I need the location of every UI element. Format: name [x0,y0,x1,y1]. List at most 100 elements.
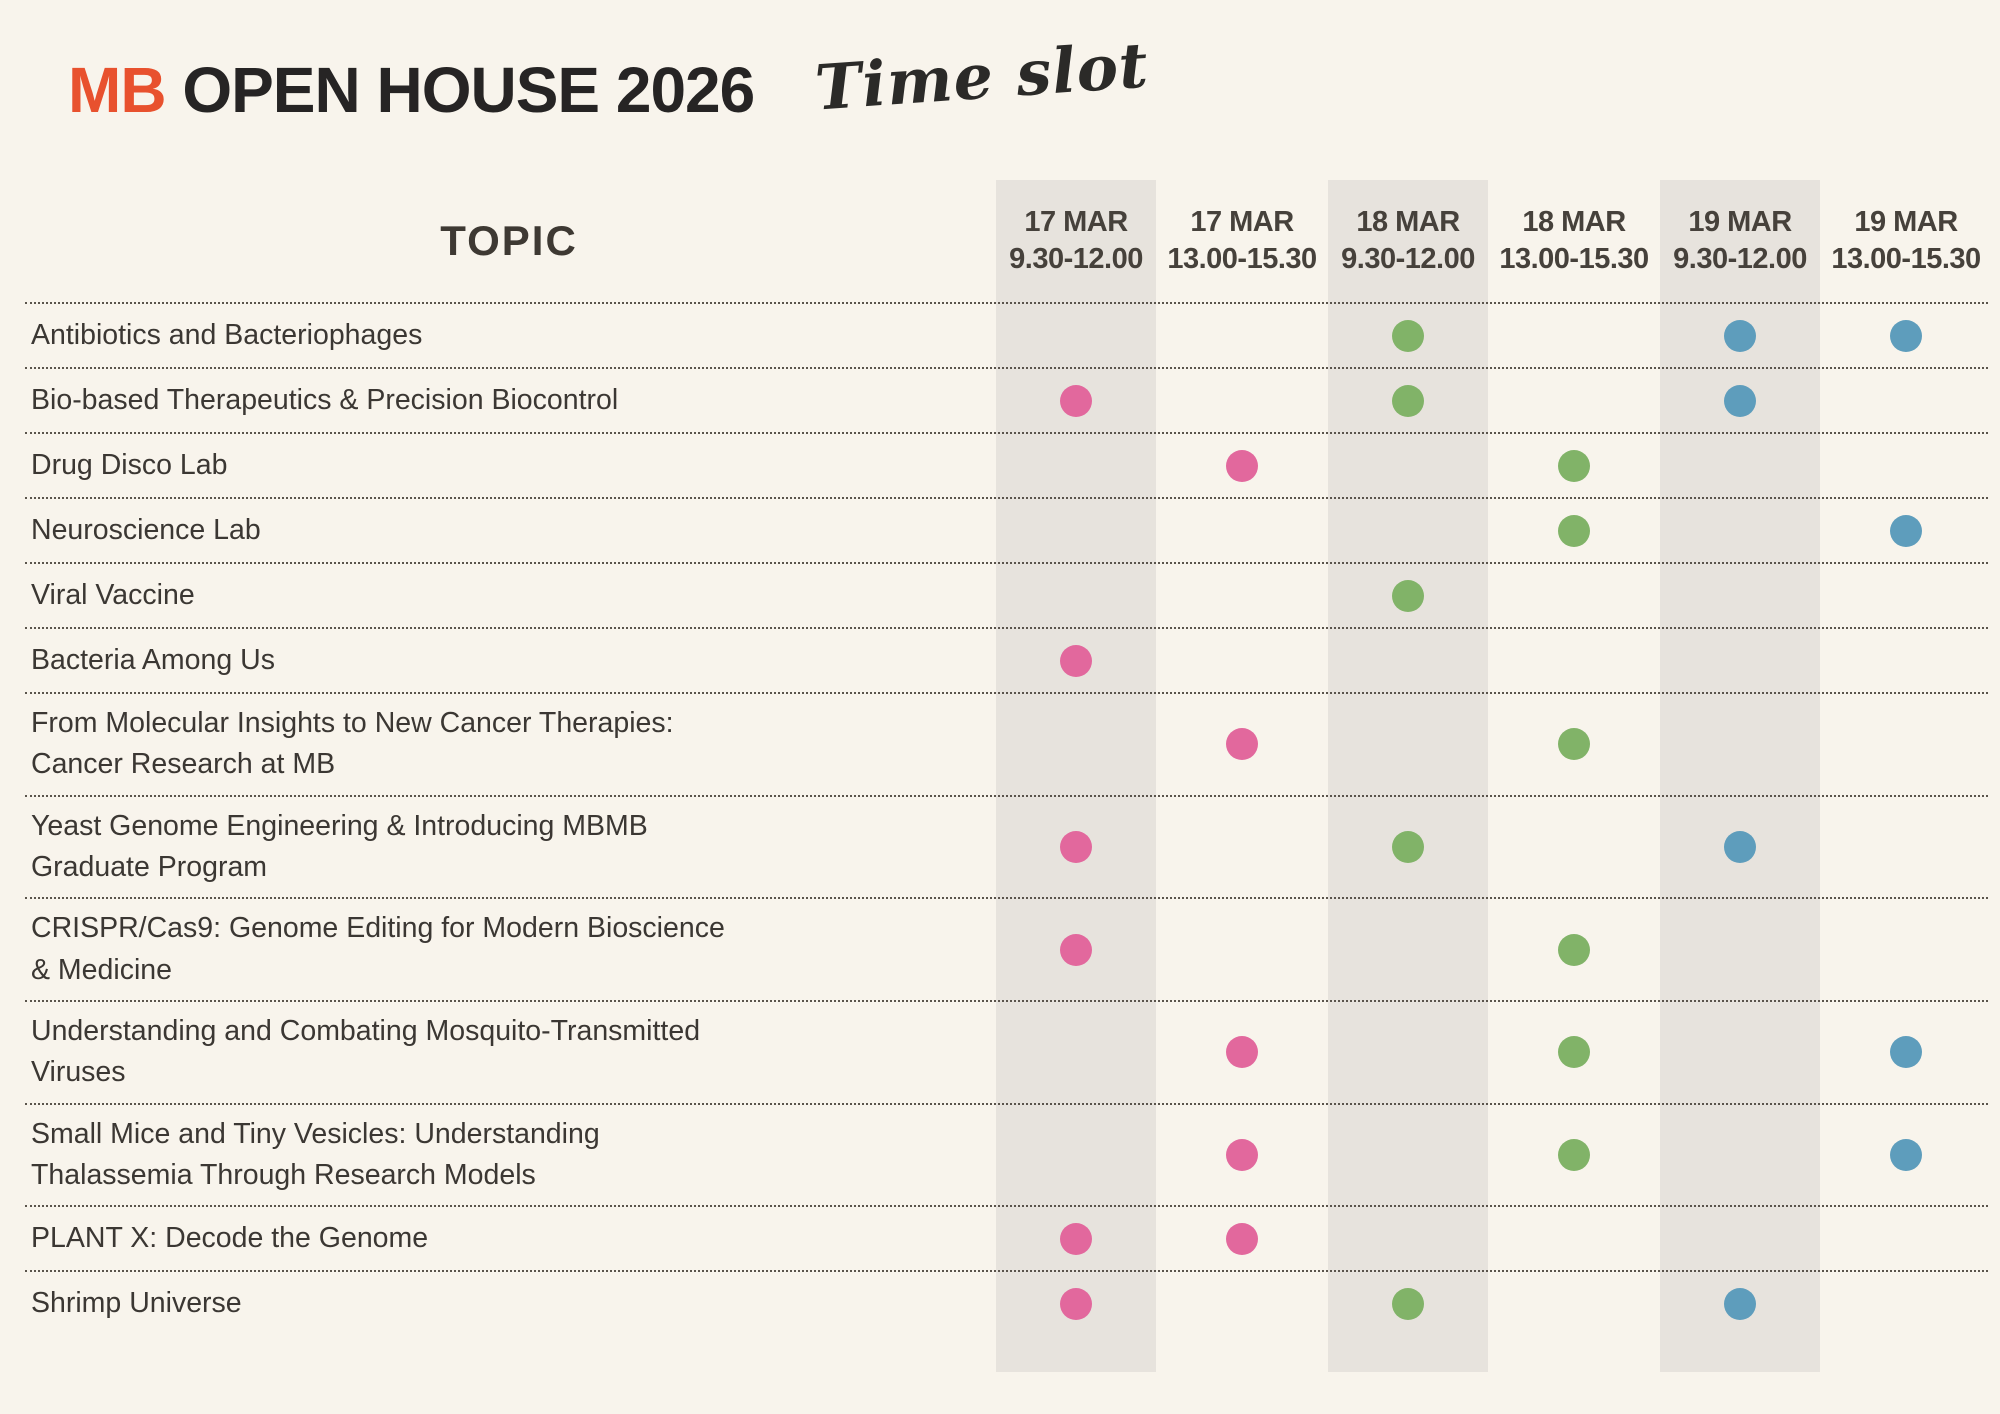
column-highlight-band [1660,180,1820,1372]
slot-cell [993,1216,1159,1261]
table-row: Drug Disco Lab [25,432,1988,497]
session-dot-green [1392,830,1424,863]
table-row: Bacteria Among Us [25,627,1988,692]
column-time-label: 13.00-15.30 [1167,243,1317,275]
slot-cell [993,806,1159,889]
topic-column-header: TOPIC [440,217,578,264]
slot-cell [1159,1216,1325,1261]
session-dot-pink [1060,644,1092,677]
slot-cell [1325,443,1491,488]
topic-label: Neuroscience Lab [31,513,261,546]
slot-cell [1491,908,1657,991]
topic-label: From Molecular Insights to New Cancer Th… [31,707,674,781]
session-dot-green [1392,579,1424,612]
session-dot-blue [1890,1036,1922,1069]
table-row: PLANT X: Decode the Genome [25,1205,1988,1270]
title-text: MB OPEN HOUSE 2026 [68,55,755,125]
slot-column-header: 19 MAR 9.30-12.00 [1657,204,1823,278]
slot-cell [993,313,1159,358]
session-dot-green [1392,319,1424,352]
slot-cell [1657,638,1823,683]
column-time-label: 9.30-12.00 [1009,243,1143,275]
slot-cell [1491,1216,1657,1261]
session-dot-green [1558,933,1590,966]
session-dot-green [1558,449,1590,482]
topic-label: PLANT X: Decode the Genome [31,1221,429,1254]
slot-cell [1823,378,1989,423]
slot-cell [993,703,1159,786]
session-dot-pink [1226,1138,1258,1171]
topic-cell: Bacteria Among Us [25,640,993,681]
session-dot-pink [1060,933,1092,966]
column-date-label: 17 MAR [1190,205,1294,238]
slot-column-header: 18 MAR 9.30-12.00 [1325,204,1491,278]
session-dot-blue [1890,514,1922,547]
table-row: Shrimp Universe [25,1270,1988,1335]
slot-cell [993,573,1159,618]
slot-cell [1159,443,1325,488]
topic-label: Drug Disco Lab [31,448,228,481]
slot-cell [1823,508,1989,553]
slot-cell [1325,573,1491,618]
schedule-table: TOPIC 17 MAR 9.30-12.00 17 MAR 13.00-15.30 1… [25,180,1988,1335]
slot-cell [1823,1281,1989,1326]
slot-cell [1823,573,1989,618]
session-dot-blue [1724,1287,1756,1320]
column-date-label: 19 MAR [1688,205,1792,238]
column-time-label: 9.30-12.00 [1341,243,1475,275]
topic-cell: Drug Disco Lab [25,445,993,486]
table-row: Bio-based Therapeutics & Precision Bioco… [25,367,1988,432]
slot-cell [1657,313,1823,358]
column-date-label: 18 MAR [1522,205,1626,238]
slot-cell [1325,1011,1491,1094]
slot-cell [993,1114,1159,1197]
slot-cell [1159,378,1325,423]
slot-cell [1823,703,1989,786]
topic-label: Small Mice and Tiny Vesicles: Understand… [31,1117,600,1191]
session-dot-blue [1890,1138,1922,1171]
slot-cell [1657,573,1823,618]
table-row: From Molecular Insights to New Cancer Th… [25,692,1988,795]
slot-cell [1491,573,1657,618]
session-dot-blue [1890,319,1922,352]
slot-cell [993,378,1159,423]
table-row: Antibiotics and Bacteriophages [25,302,1988,367]
slot-cell [1657,806,1823,889]
slot-cell [1657,703,1823,786]
column-date-label: 18 MAR [1356,205,1460,238]
slot-cell [1657,508,1823,553]
session-dot-pink [1060,384,1092,417]
slot-column-header: 19 MAR 13.00-15.30 [1823,204,1989,278]
topic-cell: Bio-based Therapeutics & Precision Bioco… [25,380,993,421]
table-row: Viral Vaccine [25,562,1988,627]
topic-label: Bacteria Among Us [31,643,275,676]
slot-cell [993,1281,1159,1326]
slot-column-header: 17 MAR 9.30-12.00 [993,204,1159,278]
topic-label: Bio-based Therapeutics & Precision Bioco… [31,383,619,416]
session-dot-green [1392,1287,1424,1320]
session-dot-green [1558,1036,1590,1069]
table-header-row: TOPIC 17 MAR 9.30-12.00 17 MAR 13.00-15.30 1… [25,180,1988,302]
slot-cell [1159,508,1325,553]
slot-cell [993,508,1159,553]
slot-cell [1491,638,1657,683]
session-dot-pink [1226,1222,1258,1255]
slot-cell [1491,703,1657,786]
topic-cell: PLANT X: Decode the Genome [25,1218,993,1259]
topic-label: Antibiotics and Bacteriophages [31,318,423,351]
session-dot-pink [1060,1222,1092,1255]
column-time-label: 13.00-15.30 [1499,243,1649,275]
topic-cell: Understanding and Combating Mosquito-Tra… [25,1011,993,1094]
topic-cell: Yeast Genome Engineering & Introducing M… [25,806,993,889]
session-dot-blue [1724,384,1756,417]
slot-cell [1159,573,1325,618]
column-date-label: 19 MAR [1854,205,1958,238]
slot-cell [1491,1011,1657,1094]
column-highlight-band [996,180,1156,1372]
slot-cell [1325,508,1491,553]
table-row: Small Mice and Tiny Vesicles: Understand… [25,1102,1988,1206]
slot-cell [1325,313,1491,358]
slot-column-header: 17 MAR 13.00-15.30 [1159,204,1325,278]
slot-cell [1657,1216,1823,1261]
session-dot-pink [1226,449,1258,482]
